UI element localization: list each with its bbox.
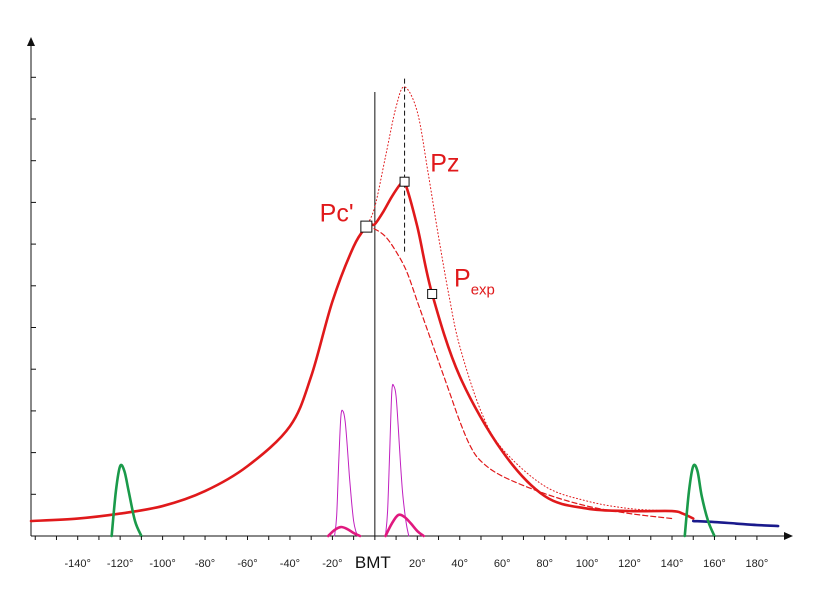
series-line-7 [384, 383, 410, 537]
x-axis-arrow-icon [784, 532, 793, 540]
x-tick-label: 180° [746, 558, 769, 570]
x-tick-label: 160° [703, 558, 726, 570]
annotation-p: Pexp [454, 265, 495, 299]
annotations-group: Pc' Pz Pexp [320, 150, 495, 299]
marker-pexp [427, 288, 438, 299]
markers-group [360, 176, 438, 299]
marker-pz [399, 176, 410, 187]
x-tick-label: -60° [237, 558, 257, 570]
bmt-label: BMT [355, 553, 391, 572]
y-axis-arrow-icon [27, 37, 35, 46]
ticks-group: -140° -120° -100° -80° -60° -40° -20° 20° 40° 60°… [34, 536, 769, 572]
series-line-1 [365, 226, 673, 520]
x-tick-label: -40° [280, 558, 300, 570]
x-tick-label: -20° [322, 558, 342, 570]
series-line-2 [365, 86, 673, 512]
series-line-3 [691, 519, 780, 528]
series-line-6 [334, 409, 359, 537]
series-group [29, 86, 780, 538]
x-tick-label: 100° [576, 558, 599, 570]
series-line-4 [110, 463, 143, 538]
x-tick-label: 60° [494, 558, 511, 570]
series-line-5 [683, 463, 716, 538]
series-line-0 [29, 177, 695, 523]
annotation-pz: Pz [430, 150, 459, 178]
x-tick-label: 40° [451, 558, 468, 570]
x-tick-label: 20° [409, 558, 426, 570]
x-tick-label: 80° [536, 558, 553, 570]
x-tick-label: -120° [107, 558, 133, 570]
marker-pcprime [360, 220, 373, 233]
series-line-9 [384, 513, 425, 538]
annotation-pcprime: Pc' [320, 200, 354, 228]
x-tick-label: -140° [64, 558, 90, 570]
x-tick-label: -80° [195, 558, 215, 570]
series-line-8 [326, 525, 362, 538]
x-tick-label: 120° [618, 558, 641, 570]
x-tick-label: -100° [149, 558, 175, 570]
annotation-subscript: exp [471, 282, 495, 299]
x-tick-label: 140° [661, 558, 684, 570]
axes [27, 37, 793, 540]
